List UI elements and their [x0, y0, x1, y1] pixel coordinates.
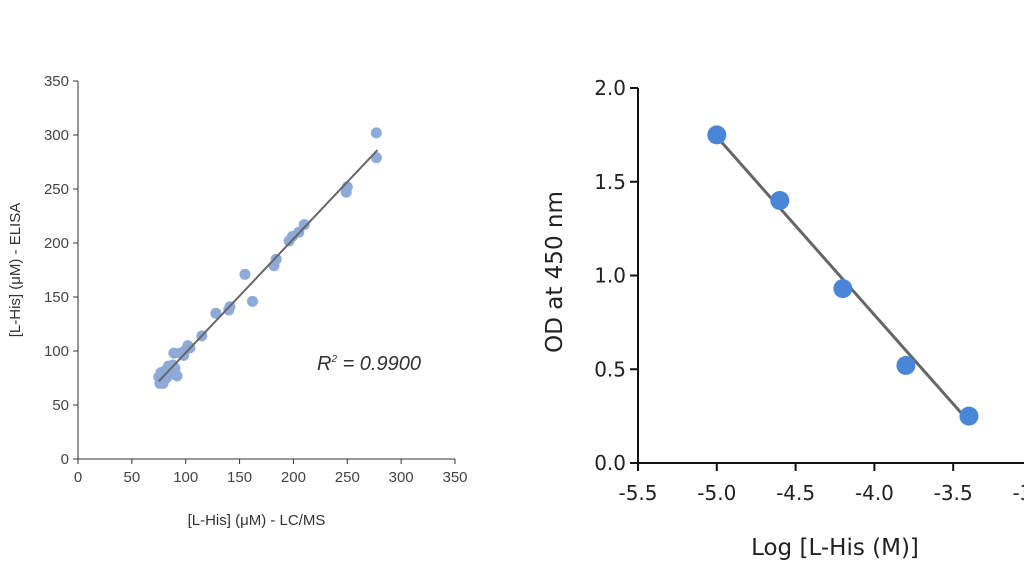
y-tick-label: 0.5 [594, 357, 626, 381]
data-point [298, 219, 310, 231]
data-point [833, 279, 853, 299]
y-tick-label: 0 [61, 451, 69, 468]
data-point [246, 295, 258, 307]
data-point [270, 253, 282, 265]
data-point [210, 307, 222, 319]
x-tick-label: 150 [227, 469, 252, 486]
y-tick-label: 0.0 [594, 451, 626, 475]
data-point [171, 370, 183, 382]
y-tick-label: 100 [44, 343, 69, 360]
y-tick-label: 250 [44, 181, 69, 198]
x-tick-label: 300 [389, 469, 414, 486]
chart-2: -5.5 -5.0 -4.5 -4.0 -3.5 -3.0 0.0 0.5 1.0 1.5 2.0 L… [542, 76, 1024, 561]
data-point [239, 268, 251, 280]
x-tick-label: -4.5 [776, 481, 815, 505]
r-value: = 0.9900 [337, 353, 421, 375]
x-tick-label: 50 [124, 469, 141, 486]
r-symbol: R [317, 353, 331, 375]
y-tick-label: 2.0 [594, 76, 626, 100]
y-axis-label: OD at 450 nm [542, 191, 568, 353]
data-point [707, 125, 727, 145]
x-tick-label: -4.0 [855, 481, 894, 505]
y-tick-label: 50 [52, 397, 69, 414]
x-tick-label: -5.5 [618, 481, 657, 505]
data-point [370, 127, 382, 139]
x-tick-label: 100 [173, 469, 198, 486]
r-superscript: 2 [330, 354, 337, 365]
x-axis-label: [L-His] (μM) - LC/MS [188, 512, 326, 529]
x-tick-label: -3.5 [934, 481, 973, 505]
y-tick-label: 350 [44, 73, 69, 90]
x-tick-label: 250 [335, 469, 360, 486]
data-point [896, 356, 916, 375]
x-tick-label: 0 [74, 469, 82, 486]
data-point [959, 406, 979, 426]
y-axis-label: [L-His] (μM) - ELISA [7, 203, 24, 338]
x-axis-label: Log [L-His (M)] [751, 535, 919, 561]
x-tick-label: -5.0 [697, 481, 736, 505]
r-squared-annotation: R2 = 0.9900 [317, 353, 421, 375]
fit-line [158, 149, 379, 382]
data-point [370, 152, 382, 164]
y-tick-label: 200 [44, 235, 69, 252]
data-point [770, 191, 790, 210]
x-tick-label: 200 [281, 469, 306, 486]
x-tick-label: 350 [442, 469, 467, 486]
chart-1: 0 50 100 150 200 250 300 350 0 50 100 150 200 250 300 3… [7, 73, 468, 529]
y-tick-label: 300 [44, 127, 69, 144]
y-tick-label: 1.0 [594, 264, 626, 288]
y-tick-label: 1.5 [594, 170, 626, 194]
y-tick-label: 150 [44, 289, 69, 306]
x-tick-label: -3.0 [1012, 481, 1024, 505]
